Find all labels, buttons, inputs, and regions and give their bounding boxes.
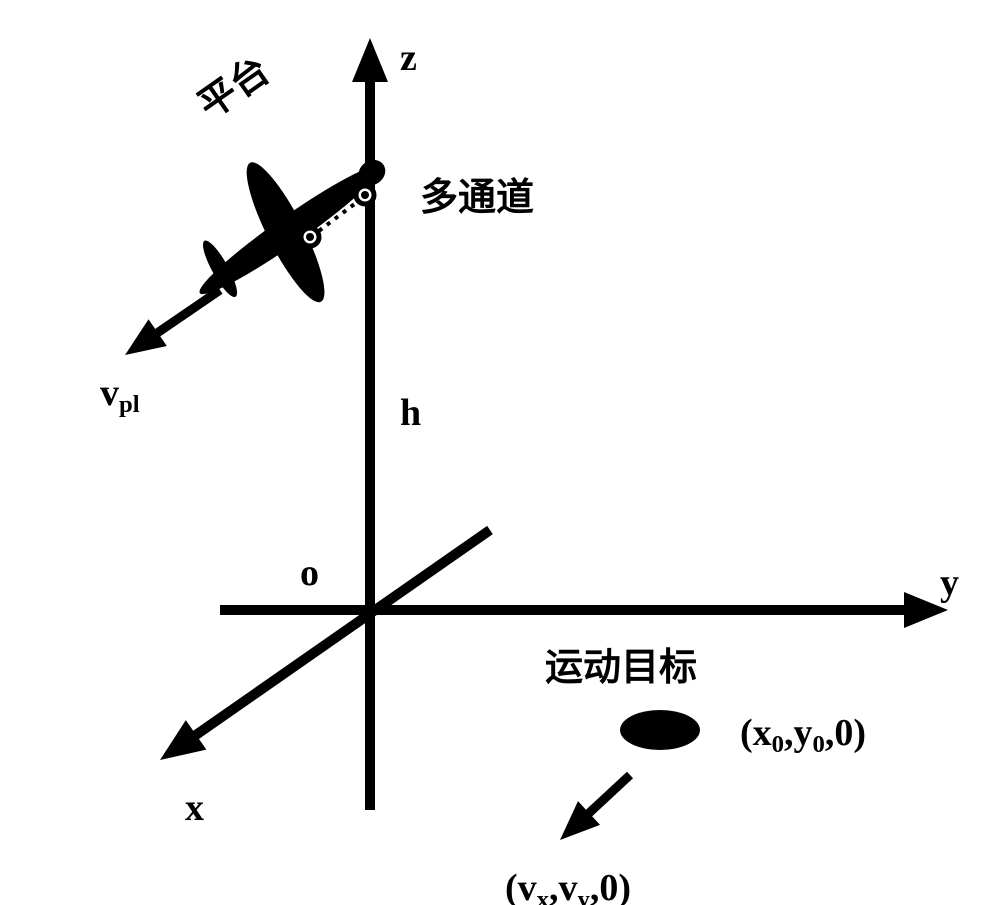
target-velocity-label: (vx,vy,0): [505, 867, 631, 905]
y-axis-label: y: [940, 562, 959, 604]
diagram-background: [0, 0, 1000, 905]
channel-point-dot-1: [361, 191, 369, 199]
target-position-label: (x0,y0,0): [740, 712, 866, 758]
z-axis-label: z: [400, 37, 417, 79]
target-label: 运动目标: [545, 647, 697, 689]
origin-label: o: [300, 552, 319, 594]
target-ellipse: [620, 710, 700, 750]
h-label: h: [400, 392, 421, 434]
channels-label: 多通道: [420, 177, 534, 219]
x-axis-label: x: [185, 787, 204, 829]
channel-point-dot-0: [306, 233, 314, 241]
